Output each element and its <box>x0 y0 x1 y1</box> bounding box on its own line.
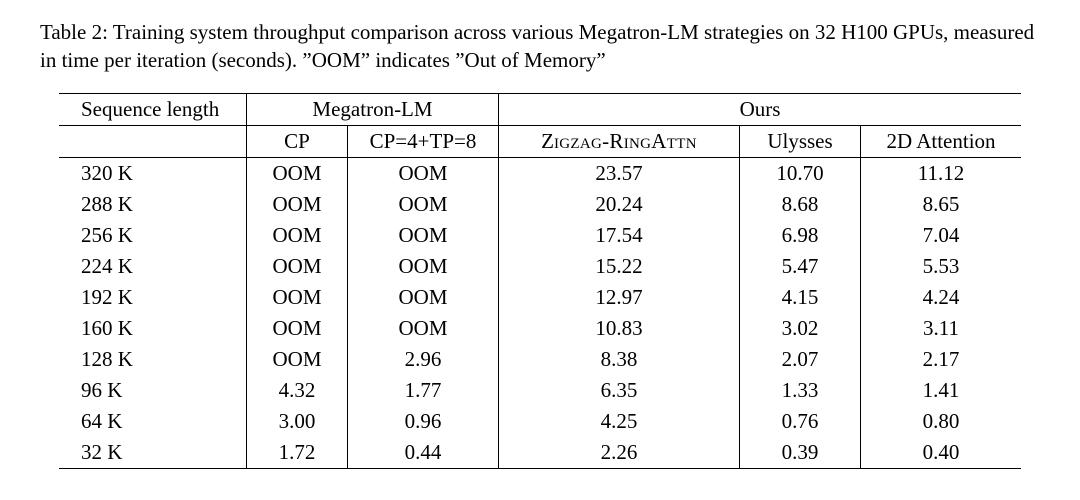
cell-ulysses: 10.70 <box>740 157 861 189</box>
cell-cptp: OOM <box>348 313 499 344</box>
cell-seq: 96 K <box>59 375 247 406</box>
cell-seq: 64 K <box>59 406 247 437</box>
cell-cp: OOM <box>247 282 348 313</box>
col-group-ours: Ours <box>499 93 1022 125</box>
cell-seq: 160 K <box>59 313 247 344</box>
col-blank <box>59 125 247 157</box>
table-row: 160 KOOMOOM10.833.023.11 <box>59 313 1021 344</box>
cell-2d: 8.65 <box>861 189 1022 220</box>
cell-ulysses: 8.68 <box>740 189 861 220</box>
cell-cptp: OOM <box>348 220 499 251</box>
cell-2d: 1.41 <box>861 375 1022 406</box>
cell-ulysses: 1.33 <box>740 375 861 406</box>
cell-seq: 192 K <box>59 282 247 313</box>
cell-2d: 0.40 <box>861 437 1022 469</box>
cell-ulysses: 0.76 <box>740 406 861 437</box>
cell-2d: 4.24 <box>861 282 1022 313</box>
cell-cp: OOM <box>247 344 348 375</box>
cell-cptp: OOM <box>348 157 499 189</box>
cell-2d: 7.04 <box>861 220 1022 251</box>
throughput-table: Sequence length Megatron-LM Ours CP CP=4… <box>59 93 1021 469</box>
cell-cp: OOM <box>247 157 348 189</box>
table-row: 288 KOOMOOM20.248.688.65 <box>59 189 1021 220</box>
page: Table 2: Training system throughput comp… <box>0 0 1080 469</box>
col-2d-attention: 2D Attention <box>861 125 1022 157</box>
cell-seq: 288 K <box>59 189 247 220</box>
zigzag-smallcaps: igzag-RingAttn <box>554 129 697 153</box>
cell-cptp: OOM <box>348 189 499 220</box>
cell-cp: OOM <box>247 189 348 220</box>
cell-seq: 320 K <box>59 157 247 189</box>
cell-zigzag: 15.22 <box>499 251 740 282</box>
table-body: 320 KOOMOOM23.5710.7011.12288 KOOMOOM20.… <box>59 157 1021 468</box>
cell-cptp: 0.44 <box>348 437 499 469</box>
cell-cp: 3.00 <box>247 406 348 437</box>
cell-zigzag: 20.24 <box>499 189 740 220</box>
cell-2d: 2.17 <box>861 344 1022 375</box>
cell-2d: 5.53 <box>861 251 1022 282</box>
cell-zigzag: 8.38 <box>499 344 740 375</box>
col-zigzag: Zigzag-RingAttn <box>499 125 740 157</box>
cell-cp: OOM <box>247 251 348 282</box>
table-row: 96 K4.321.776.351.331.41 <box>59 375 1021 406</box>
cell-ulysses: 5.47 <box>740 251 861 282</box>
col-sequence-length: Sequence length <box>59 93 247 125</box>
cell-zigzag: 12.97 <box>499 282 740 313</box>
cell-2d: 3.11 <box>861 313 1022 344</box>
header-row-1: Sequence length Megatron-LM Ours <box>59 93 1021 125</box>
cell-cp: OOM <box>247 220 348 251</box>
cell-ulysses: 3.02 <box>740 313 861 344</box>
cell-zigzag: 2.26 <box>499 437 740 469</box>
cell-cp: 4.32 <box>247 375 348 406</box>
cell-cptp: OOM <box>348 282 499 313</box>
col-cp: CP <box>247 125 348 157</box>
cell-ulysses: 4.15 <box>740 282 861 313</box>
cell-cptp: OOM <box>348 251 499 282</box>
cell-zigzag: 23.57 <box>499 157 740 189</box>
cell-seq: 128 K <box>59 344 247 375</box>
cell-seq: 224 K <box>59 251 247 282</box>
zigzag-initial: Z <box>541 129 554 153</box>
cell-cptp: 1.77 <box>348 375 499 406</box>
cell-cptp: 0.96 <box>348 406 499 437</box>
table-caption: Table 2: Training system throughput comp… <box>40 18 1040 75</box>
cell-ulysses: 6.98 <box>740 220 861 251</box>
cell-seq: 256 K <box>59 220 247 251</box>
table-row: 256 KOOMOOM17.546.987.04 <box>59 220 1021 251</box>
header-row-2: CP CP=4+TP=8 Zigzag-RingAttn Ulysses 2D … <box>59 125 1021 157</box>
col-ulysses: Ulysses <box>740 125 861 157</box>
cell-cptp: 2.96 <box>348 344 499 375</box>
cell-zigzag: 10.83 <box>499 313 740 344</box>
cell-zigzag: 4.25 <box>499 406 740 437</box>
cell-zigzag: 6.35 <box>499 375 740 406</box>
cell-2d: 0.80 <box>861 406 1022 437</box>
table-row: 32 K1.720.442.260.390.40 <box>59 437 1021 469</box>
table-row: 224 KOOMOOM15.225.475.53 <box>59 251 1021 282</box>
cell-ulysses: 2.07 <box>740 344 861 375</box>
cell-2d: 11.12 <box>861 157 1022 189</box>
col-group-megatron: Megatron-LM <box>247 93 499 125</box>
cell-ulysses: 0.39 <box>740 437 861 469</box>
col-cptp: CP=4+TP=8 <box>348 125 499 157</box>
cell-cp: 1.72 <box>247 437 348 469</box>
table-row: 192 KOOMOOM12.974.154.24 <box>59 282 1021 313</box>
cell-zigzag: 17.54 <box>499 220 740 251</box>
cell-cp: OOM <box>247 313 348 344</box>
cell-seq: 32 K <box>59 437 247 469</box>
table-row: 320 KOOMOOM23.5710.7011.12 <box>59 157 1021 189</box>
table-row: 64 K3.000.964.250.760.80 <box>59 406 1021 437</box>
table-row: 128 KOOM2.968.382.072.17 <box>59 344 1021 375</box>
